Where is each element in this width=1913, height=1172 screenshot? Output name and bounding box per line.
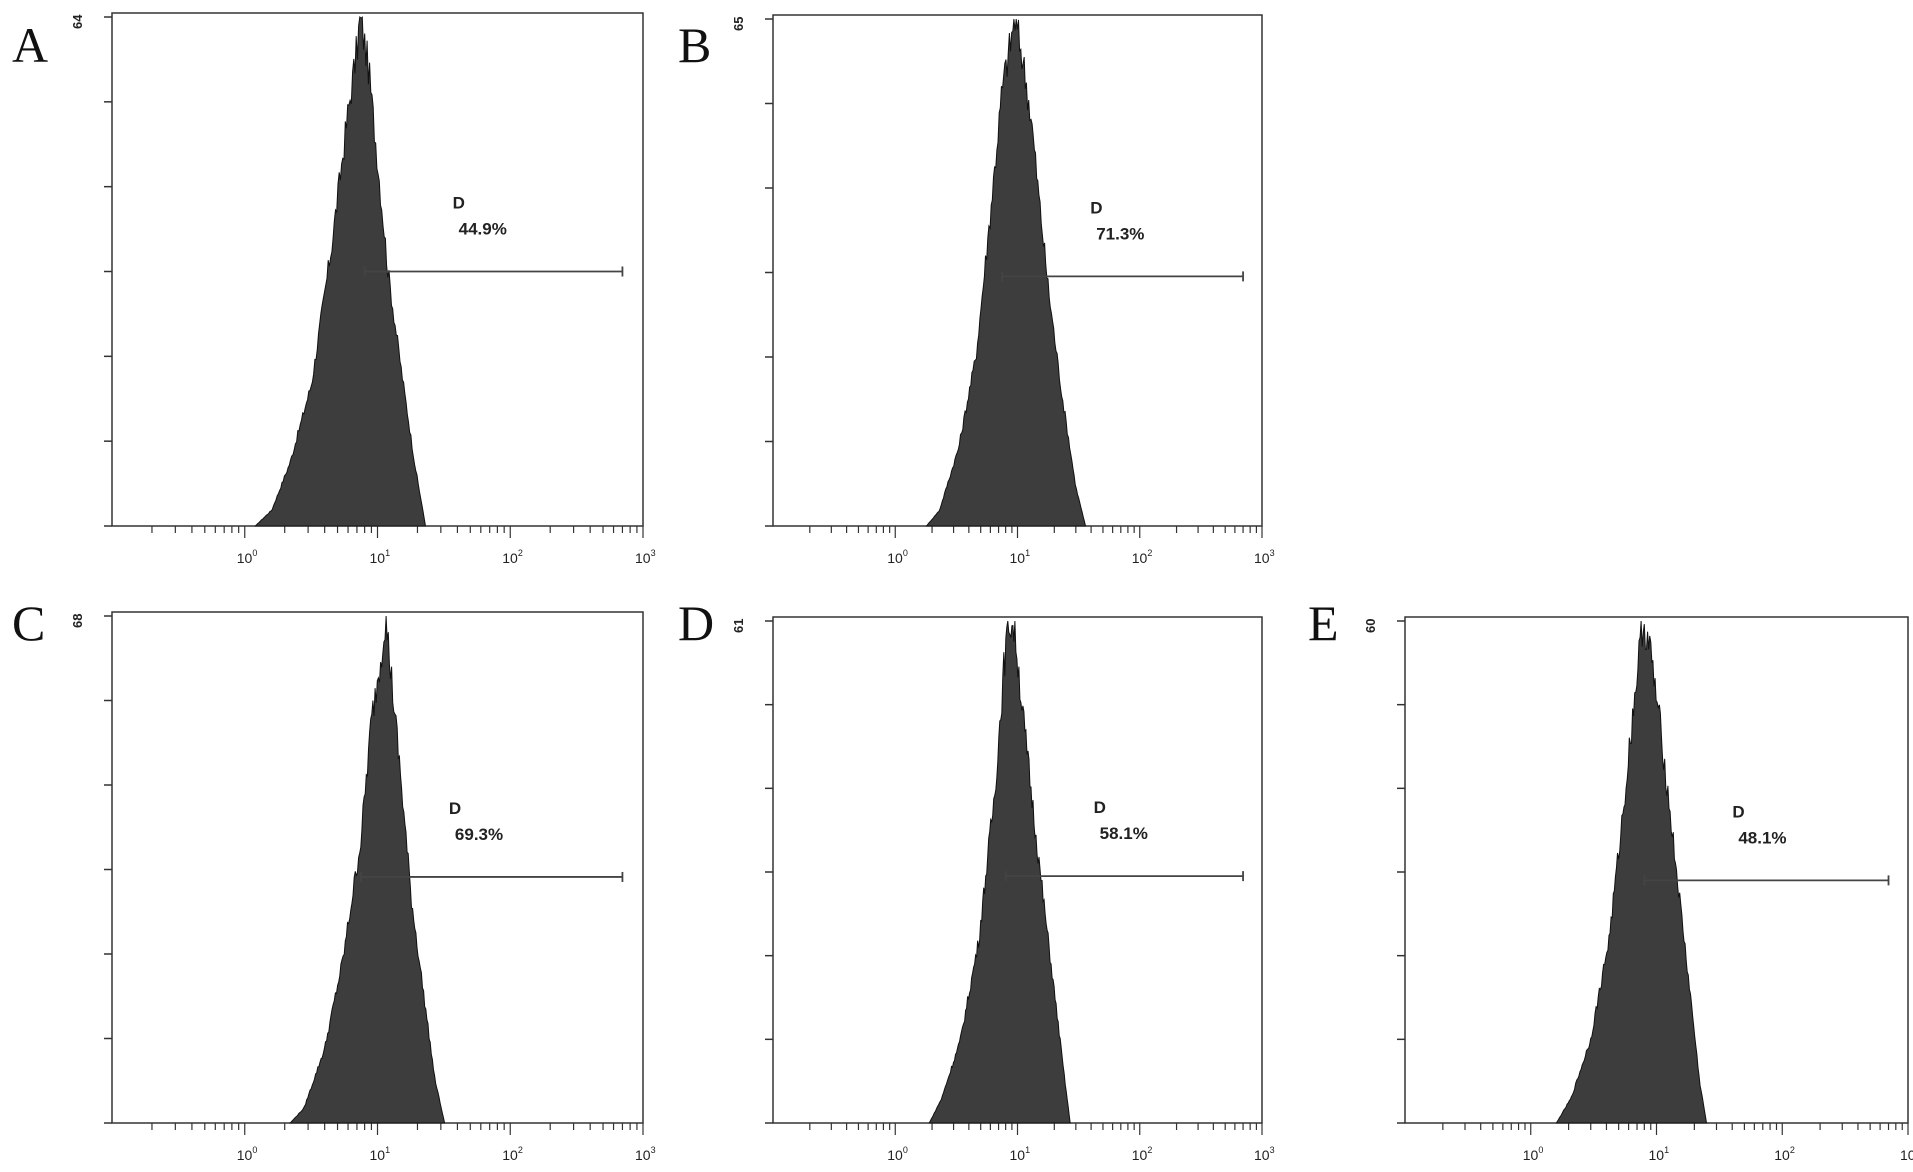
x-tick-label: 101: [1010, 1145, 1031, 1163]
x-tick-label: 101: [1649, 1145, 1670, 1163]
x-tick-label: 102: [1132, 1145, 1153, 1163]
x-tick-label: 102: [1132, 548, 1153, 566]
x-tick-label: 100: [237, 1145, 258, 1163]
panel-letter: E: [1308, 595, 1339, 651]
histogram-panel-b: B 65 100 101 102 103 D 71.3%: [678, 14, 1275, 566]
panel-letter: A: [12, 17, 48, 73]
panel-letter: C: [12, 595, 45, 651]
gate-name-label: D: [1090, 198, 1102, 217]
x-tick-label: 103: [1254, 548, 1275, 566]
y-max-label: 64: [70, 14, 85, 29]
gate-percent-label: 44.9%: [459, 220, 507, 239]
y-max-label: 61: [731, 619, 746, 633]
gate-percent-label: 58.1%: [1100, 824, 1148, 843]
histogram-panel-a: A 64 100 101 102 103 D 44.9%: [12, 12, 656, 566]
x-tick-label: 103: [1900, 1145, 1913, 1163]
x-tick-label: 100: [887, 1145, 908, 1163]
x-tick-label: 102: [502, 548, 523, 566]
x-tick-label: 103: [1254, 1145, 1275, 1163]
histogram-panel-d: D 61 100 101 102 103 D 58.1%: [678, 595, 1275, 1163]
histogram-panel-c: C 68 100 101 102 103 D 69.3%: [12, 595, 656, 1163]
x-tick-label: 101: [370, 1145, 391, 1163]
x-tick-label: 103: [635, 1145, 656, 1163]
x-tick-label: 100: [237, 548, 258, 566]
x-tick-label: 102: [1774, 1145, 1795, 1163]
histogram-area: [254, 16, 427, 527]
gate-name-label: D: [1732, 802, 1744, 821]
x-tick-label: 102: [502, 1145, 523, 1163]
gate-name-label: D: [449, 799, 461, 818]
gate-name-label: D: [453, 194, 465, 213]
histogram-area: [925, 18, 1087, 527]
x-tick-label: 101: [370, 548, 391, 566]
gate-percent-label: 48.1%: [1738, 828, 1786, 847]
x-tick-label: 103: [635, 548, 656, 566]
histogram-area: [1555, 620, 1708, 1124]
histogram-area: [928, 620, 1071, 1124]
panel-letter: B: [678, 17, 711, 73]
histogram-panel-e: E 60 100 101 102 103 D 48.1%: [1308, 595, 1913, 1163]
gate-name-label: D: [1094, 798, 1106, 817]
y-max-label: 65: [731, 17, 746, 31]
panel-letter: D: [678, 595, 714, 651]
gate-percent-label: 71.3%: [1096, 224, 1144, 243]
gate-percent-label: 69.3%: [455, 825, 503, 844]
x-tick-label: 100: [1523, 1145, 1544, 1163]
y-max-label: 68: [70, 614, 85, 628]
histogram-area: [289, 615, 446, 1124]
x-tick-label: 101: [1010, 548, 1031, 566]
y-max-label: 60: [1363, 619, 1378, 633]
x-tick-label: 100: [887, 548, 908, 566]
